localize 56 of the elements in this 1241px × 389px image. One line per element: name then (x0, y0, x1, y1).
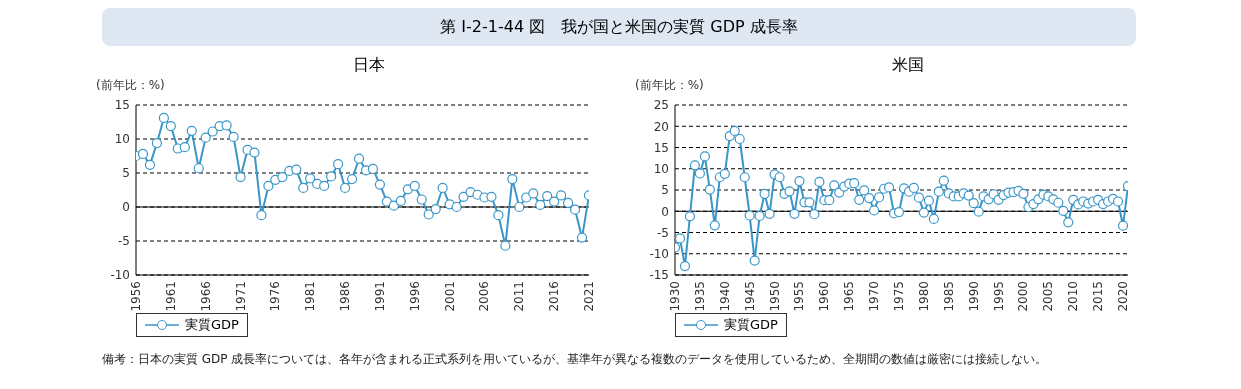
y-tick-label: 15 (653, 140, 669, 155)
y-tick-label: -5 (657, 225, 669, 240)
x-tick-label: 1996 (407, 281, 422, 312)
x-tick-label: 1971 (233, 281, 248, 312)
x-tick-label: 2020 (1116, 281, 1131, 312)
x-tick-label: 1990 (966, 281, 981, 312)
y-tick-label: 5 (122, 166, 130, 181)
x-tick-label: 1981 (303, 281, 318, 312)
x-tick-label: 1986 (338, 281, 353, 312)
y-tick-label: -5 (118, 234, 130, 249)
y-tick-label: 20 (653, 119, 669, 134)
x-tick-label: 1960 (817, 281, 832, 312)
x-tick-label: 1985 (941, 281, 956, 312)
y-axis-title: (前年比：%) (96, 77, 166, 94)
chart-title: 米国 (890, 55, 925, 76)
x-tick-label: 2001 (442, 281, 457, 312)
x-tick-label: 2021 (582, 281, 596, 312)
y-tick-label: 10 (653, 162, 669, 177)
x-tick-label: 1991 (372, 281, 387, 312)
y-axis-title: (前年比：%) (635, 77, 705, 94)
x-tick-label: 1980 (916, 281, 931, 312)
text: 第 Ⅰ-2-1-44 図 我が国と米国の実質 GDP 成長率 (102, 8, 1136, 46)
legend-label: 実質GDP (723, 316, 778, 334)
x-tick-label: 2005 (1041, 281, 1056, 312)
x-tick-label: 1975 (892, 281, 907, 312)
x-tick-label: 1930 (668, 281, 682, 312)
x-tick-label: 1950 (767, 281, 782, 312)
x-tick-label: 1970 (867, 281, 882, 312)
x-tick-label: 1935 (692, 281, 707, 312)
x-tick-label: 1940 (717, 281, 732, 312)
text: 備考：日本の実質 GDP 成長率については、各年が含まれる正式系列を用いているが、基準年が異なる複数のデータを使用しているため、全期間の数値は厳密には接続しない。 (102, 351, 1049, 367)
x-tick-label: 2000 (1016, 281, 1031, 312)
x-tick-label: 1956 (129, 281, 143, 312)
y-tick-label: 5 (661, 183, 669, 198)
x-tick-label: 2016 (547, 281, 562, 312)
y-tick-label: 0 (122, 200, 130, 215)
x-tick-label: 1955 (792, 281, 807, 312)
x-tick-label: 1995 (991, 281, 1006, 312)
x-tick-label: 2010 (1066, 281, 1081, 312)
y-tick-label: -15 (649, 268, 669, 283)
y-tick-label: -10 (110, 268, 130, 283)
x-tick-label: 2011 (512, 281, 527, 312)
x-tick-label: 2015 (1091, 281, 1106, 312)
y-tick-label: 10 (114, 132, 130, 147)
y-tick-label: 15 (114, 98, 130, 113)
x-tick-label: 1966 (198, 281, 213, 312)
x-tick-label: 1945 (742, 281, 757, 312)
y-tick-label: 25 (653, 98, 669, 113)
chart-title: 日本 (351, 55, 386, 76)
x-tick-label: 1961 (163, 281, 178, 312)
x-tick-label: 1965 (842, 281, 857, 312)
x-tick-label: 2006 (477, 281, 492, 312)
y-tick-label: 0 (661, 204, 669, 219)
legend-label: 実質GDP (184, 316, 239, 334)
y-tick-label: -10 (649, 247, 669, 262)
x-tick-label: 1976 (268, 281, 283, 312)
